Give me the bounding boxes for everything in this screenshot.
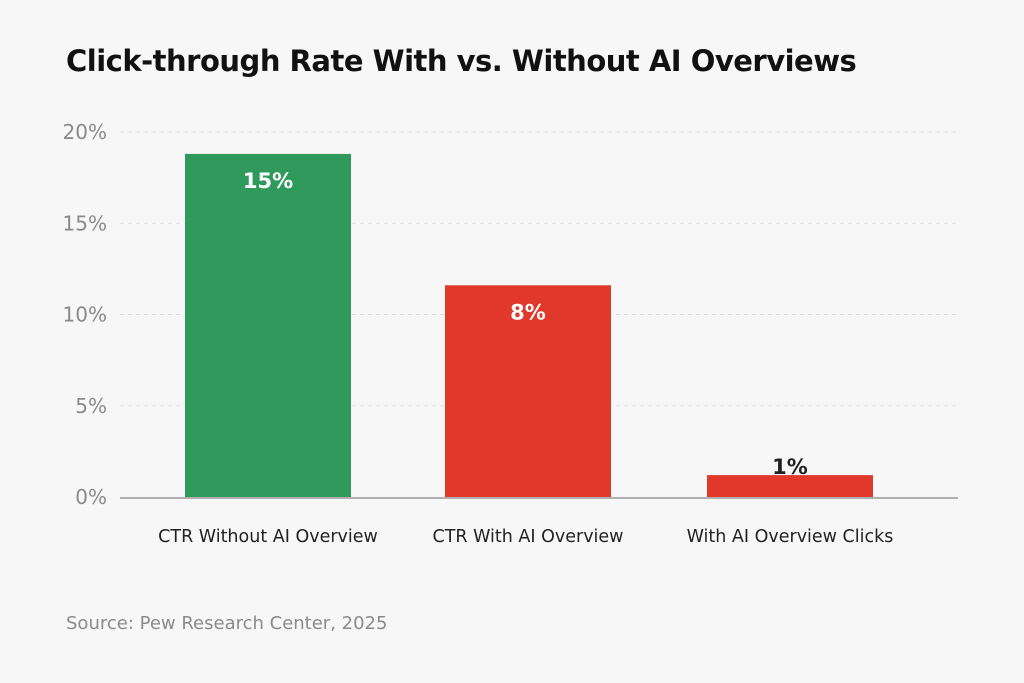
bar	[185, 153, 351, 497]
y-tick-label: 20%	[63, 120, 107, 144]
chart-title: Click-through Rate With vs. Without AI O…	[66, 44, 857, 78]
x-tick-label: CTR With AI Overview	[432, 527, 623, 547]
data-label: 8%	[510, 300, 546, 324]
x-tick-label: With AI Overview Clicks	[687, 527, 894, 547]
x-tick-label: CTR Without AI Overview	[158, 527, 378, 547]
y-tick-label: 10%	[63, 303, 107, 327]
bar	[707, 475, 873, 497]
y-tick-label: 5%	[75, 394, 107, 418]
y-tick-label: 15%	[63, 211, 107, 235]
y-tick-label: 0%	[75, 485, 107, 509]
bar	[445, 285, 611, 497]
data-label: 15%	[243, 169, 293, 193]
data-label: 1%	[772, 455, 808, 479]
source-note: Source: Pew Research Center, 2025	[66, 613, 388, 634]
